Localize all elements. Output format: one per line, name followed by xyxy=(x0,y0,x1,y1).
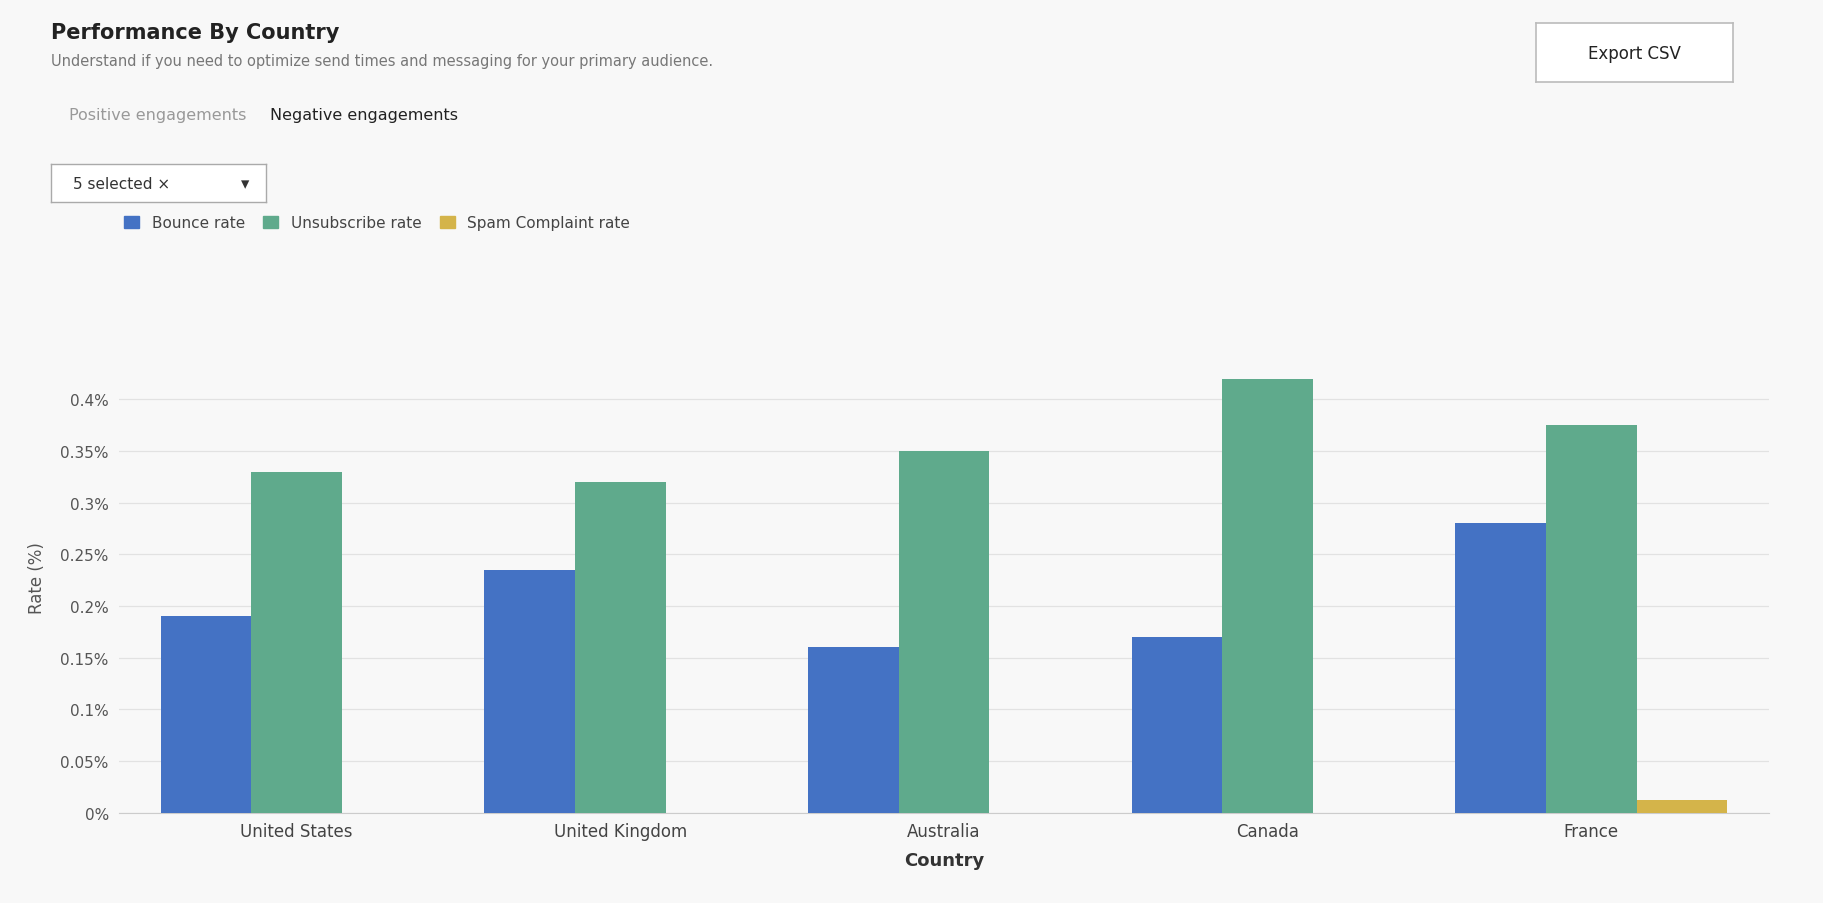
Bar xyxy=(1546,425,1635,813)
Text: Export CSV: Export CSV xyxy=(1588,45,1679,62)
Bar xyxy=(1635,800,1726,813)
Legend: Bounce rate, Unsubscribe rate, Spam Complaint rate: Bounce rate, Unsubscribe rate, Spam Comp… xyxy=(118,209,636,237)
Text: Positive engagements: Positive engagements xyxy=(69,108,246,124)
Text: 5 selected ×: 5 selected × xyxy=(73,177,170,191)
Text: Negative engagements: Negative engagements xyxy=(270,108,458,124)
Bar xyxy=(1455,524,1546,813)
Bar xyxy=(808,647,899,813)
Text: Performance By Country: Performance By Country xyxy=(51,23,339,42)
Bar xyxy=(574,482,665,813)
Text: Understand if you need to optimize send times and messaging for your primary aud: Understand if you need to optimize send … xyxy=(51,54,713,70)
Bar xyxy=(1130,638,1221,813)
Y-axis label: Rate (%): Rate (%) xyxy=(29,542,46,614)
Bar xyxy=(485,570,574,813)
Bar xyxy=(1221,379,1313,813)
Text: ▾: ▾ xyxy=(241,175,248,193)
Bar xyxy=(160,617,252,813)
Bar xyxy=(252,472,341,813)
Bar xyxy=(899,452,988,813)
X-axis label: Country: Country xyxy=(904,852,983,870)
